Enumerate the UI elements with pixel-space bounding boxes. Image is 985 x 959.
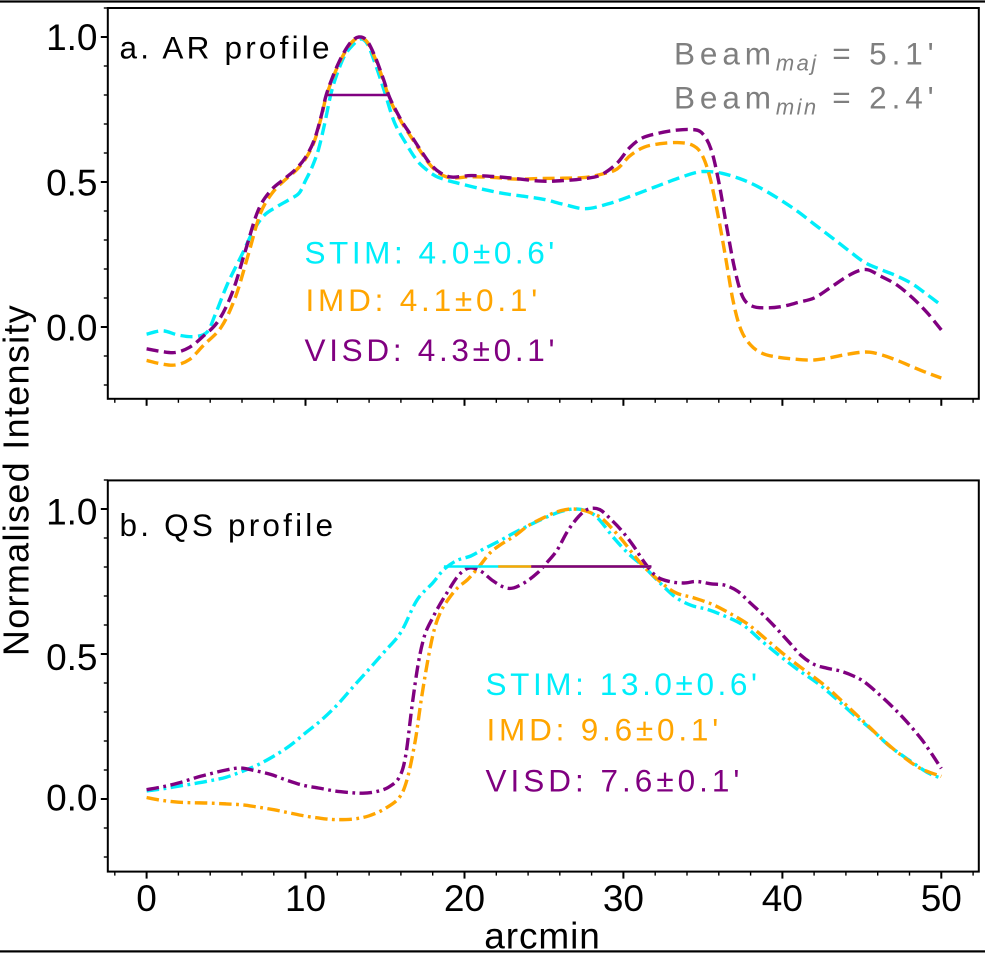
svg-text:b. QS profile: b. QS profile bbox=[120, 507, 337, 543]
svg-text:0.5: 0.5 bbox=[46, 162, 97, 203]
svg-text:1.0: 1.0 bbox=[46, 492, 97, 533]
svg-text:arcmin: arcmin bbox=[484, 916, 600, 955]
svg-text:0: 0 bbox=[136, 878, 157, 919]
svg-text:Normalised Intensity: Normalised Intensity bbox=[0, 304, 37, 656]
svg-text:0.0: 0.0 bbox=[46, 308, 97, 349]
svg-text:a. AR profile: a. AR profile bbox=[120, 30, 333, 66]
svg-text:10: 10 bbox=[285, 878, 326, 919]
svg-text:0.0: 0.0 bbox=[46, 778, 97, 819]
svg-text:50: 50 bbox=[921, 878, 962, 919]
svg-text:40: 40 bbox=[762, 878, 803, 919]
svg-text:30: 30 bbox=[603, 878, 644, 919]
svg-text:VISD: 4.3±0.1': VISD: 4.3±0.1' bbox=[305, 332, 559, 368]
svg-text:STIM: 4.0±0.6': STIM: 4.0±0.6' bbox=[305, 235, 558, 271]
svg-text:IMD: 4.1±0.1': IMD: 4.1±0.1' bbox=[306, 282, 542, 318]
svg-text:IMD: 9.6±0.1': IMD: 9.6±0.1' bbox=[487, 712, 723, 748]
svg-text:STIM: 13.0±0.6': STIM: 13.0±0.6' bbox=[486, 666, 761, 702]
svg-text:20: 20 bbox=[444, 878, 485, 919]
svg-text:1.0: 1.0 bbox=[46, 17, 97, 58]
svg-text:0.5: 0.5 bbox=[46, 637, 97, 678]
svg-text:Beammin = 2.4': Beammin = 2.4' bbox=[674, 80, 939, 120]
svg-text:VISD: 7.6±0.1': VISD: 7.6±0.1' bbox=[486, 763, 744, 799]
